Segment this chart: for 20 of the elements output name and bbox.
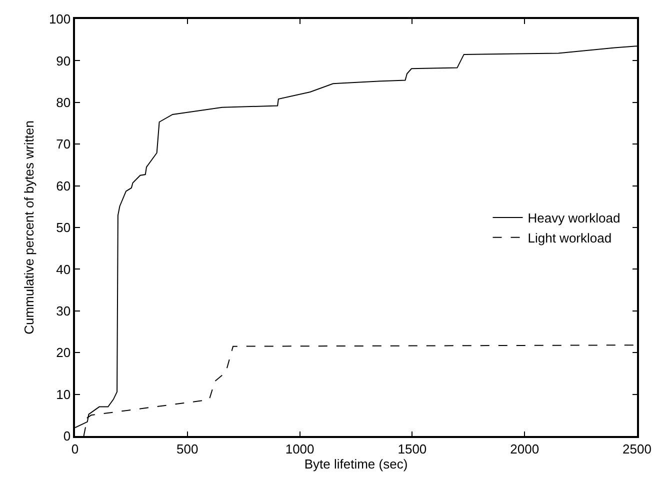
y-axis-title: Cummulative percent of bytes written [21, 120, 36, 334]
x-tick-label: 500 [176, 441, 198, 456]
y-tick-label: 50 [56, 220, 71, 236]
y-tick-label: 40 [56, 262, 71, 277]
x-tick-label: 2500 [622, 441, 652, 456]
x-tick-label: 1000 [285, 441, 314, 456]
legend-label: Light workload [528, 230, 612, 246]
y-tick-label: 90 [56, 53, 71, 68]
x-tick-label: 2000 [510, 441, 540, 456]
y-tick-label: 0 [63, 428, 71, 444]
y-tick-label: 70 [56, 136, 71, 152]
x-tick-label: 1500 [398, 441, 427, 456]
y-tick-label: 100 [48, 12, 71, 27]
x-axis-title: Byte lifetime (sec) [304, 456, 408, 472]
y-tick-label: 30 [56, 303, 71, 318]
y-tick-label: 80 [56, 94, 71, 110]
y-tick-label: 10 [56, 386, 71, 402]
y-tick-label: 20 [56, 345, 71, 360]
legend-label: Heavy workload [528, 210, 620, 226]
y-tick-label: 60 [56, 178, 71, 194]
